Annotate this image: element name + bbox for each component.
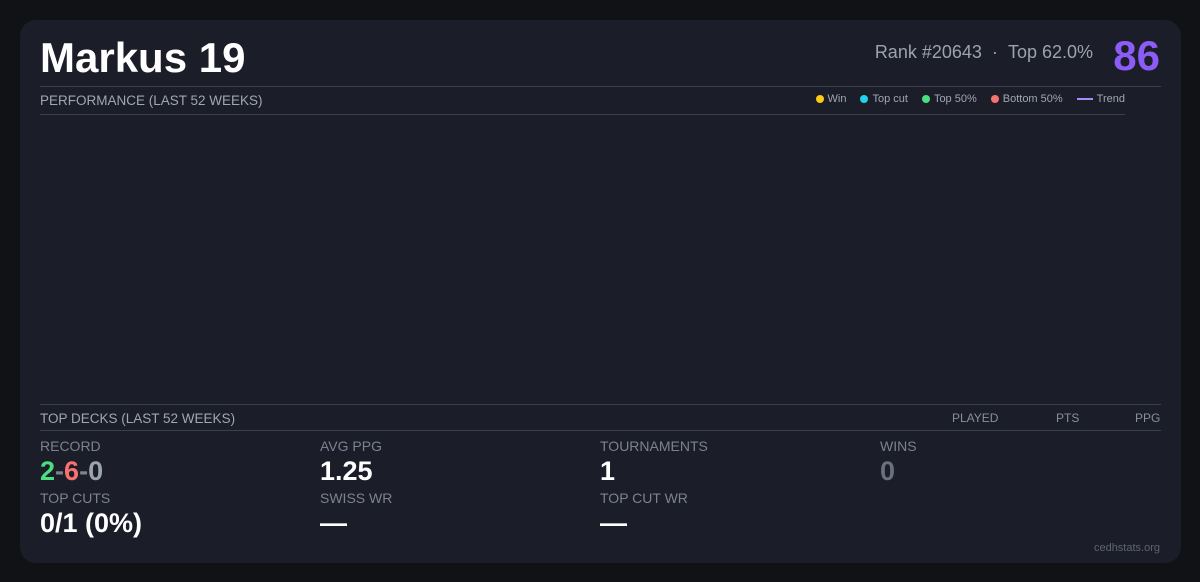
record-wins: 2 (40, 456, 56, 486)
line-icon (1076, 98, 1093, 100)
record-losses: 6 (64, 456, 80, 486)
avg-ppg-label: AVG PPG (320, 438, 382, 454)
sep: - (55, 456, 65, 486)
legend-win: Win (815, 93, 847, 105)
top-cuts-value: 0/1 (0%) (40, 508, 143, 538)
divider (40, 86, 1161, 87)
performance-title: PERFORMANCE (LAST 52 WEEKS) (40, 93, 263, 108)
legend-top-cut: Top cut (860, 93, 908, 105)
divider (40, 114, 1125, 115)
top-percent: Top 62.0% (1007, 42, 1093, 62)
rank-info: Rank #20643 · Top 62.0% (875, 42, 1093, 63)
tournaments-value: 1 (600, 456, 616, 486)
swiss-wr-value: — (320, 508, 347, 538)
legend-label: Win (827, 93, 847, 105)
col-ppg: PPG (1135, 411, 1161, 425)
performance-chart-area (40, 115, 1125, 403)
top-cut-wr-value: — (600, 508, 627, 538)
player-name: Markus 19 (40, 34, 246, 81)
top-cuts-label: TOP CUTS (40, 490, 111, 506)
col-played: PLAYED (952, 411, 999, 425)
legend-label: Top cut (872, 93, 908, 105)
col-pts: PTS (1056, 411, 1080, 425)
record-label: RECORD (40, 438, 101, 454)
record-draws: 0 (88, 456, 104, 486)
legend-label: Top 50% (933, 93, 977, 105)
wins-label: WINS (880, 438, 917, 454)
avg-ppg-value: 1.25 (320, 456, 373, 486)
score: 86 (1113, 32, 1160, 79)
legend-label: Trend (1096, 93, 1125, 105)
legend-label: Bottom 50% (1002, 93, 1063, 105)
dot-icon (815, 95, 824, 103)
divider (40, 430, 1161, 431)
legend-trend: Trend (1076, 93, 1125, 105)
divider (40, 404, 1161, 405)
dot-icon (860, 95, 869, 103)
player-card: Markus 19 Rank #20643 · Top 62.0% 86 PER… (20, 20, 1181, 563)
separator: · (991, 42, 998, 62)
tournaments-label: TOURNAMENTS (600, 438, 708, 454)
sep: - (79, 456, 89, 486)
wins-value: 0 (880, 456, 896, 486)
footer-site: cedhstats.org (1093, 542, 1160, 554)
legend-bottom-50: Bottom 50% (990, 93, 1063, 105)
legend: Win Top cut Top 50% Bottom 50% Trend (815, 93, 1125, 105)
rank: Rank #20643 (874, 42, 982, 62)
legend-top-50: Top 50% (921, 93, 977, 105)
top-cut-wr-label: TOP CUT WR (600, 490, 688, 506)
dot-icon (921, 95, 930, 103)
dot-icon (990, 95, 999, 103)
top-decks-title: TOP DECKS (LAST 52 WEEKS) (40, 411, 236, 426)
record-value: 2-6-0 (40, 456, 103, 487)
swiss-wr-label: SWISS WR (320, 490, 393, 506)
